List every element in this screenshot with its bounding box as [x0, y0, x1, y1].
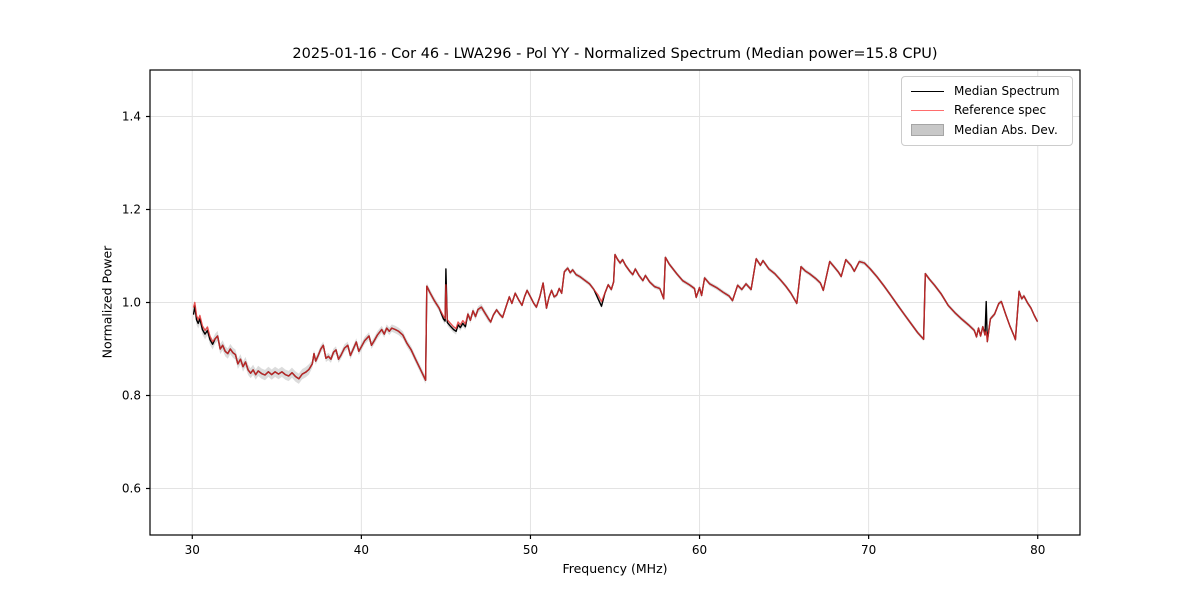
median-line-swatch [911, 91, 944, 93]
x-tick-label: 50 [523, 543, 538, 557]
chart-title: 2025-01-16 - Cor 46 - LWA296 - Pol YY - … [292, 46, 938, 62]
y-tick-label: 1.4 [122, 110, 141, 124]
x-axis-label: Frequency (MHz) [562, 561, 668, 576]
legend-item-median-spectrum: Median Spectrum [911, 82, 1063, 101]
x-tick-label: 60 [692, 543, 707, 557]
y-tick-label: 0.8 [122, 389, 141, 403]
x-tick-label: 40 [354, 543, 369, 557]
median-abs-dev-band [193, 252, 1038, 384]
y-tick-label: 1.0 [122, 296, 141, 310]
legend: Median Spectrum Reference spec Median Ab… [901, 76, 1073, 146]
legend-item-median-abs-dev: Median Abs. Dev. [911, 121, 1063, 140]
reference-spec-line [192, 253, 1038, 381]
reference-line-swatch [911, 110, 944, 112]
legend-item-reference-spec: Reference spec [911, 101, 1063, 120]
legend-label-median-spectrum: Median Spectrum [954, 84, 1060, 99]
median-spectrum-line [192, 253, 1038, 381]
y-tick-label: 1.2 [122, 203, 141, 217]
legend-label-median-abs-dev: Median Abs. Dev. [954, 122, 1058, 137]
x-tick-label: 30 [185, 543, 200, 557]
y-tick-label: 0.6 [122, 482, 141, 496]
x-tick-label: 70 [861, 543, 876, 557]
legend-label-reference-spec: Reference spec [954, 103, 1047, 118]
x-tick-label: 80 [1030, 543, 1045, 557]
mad-band-swatch [911, 124, 944, 137]
y-axis-label: Normalized Power [99, 245, 115, 359]
